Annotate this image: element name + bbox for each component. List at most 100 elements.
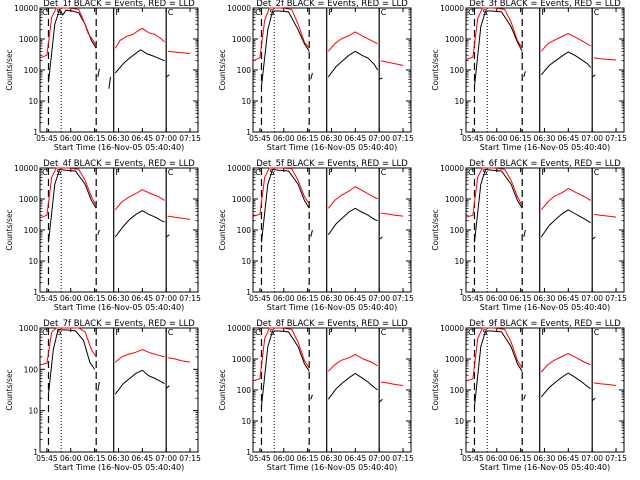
x-tick-label: 06:00 bbox=[60, 454, 82, 463]
y-tick-label: 1 bbox=[33, 288, 38, 297]
x-tick-label: 06:45 bbox=[558, 134, 580, 143]
series-lld-line bbox=[466, 327, 523, 382]
x-tick-label: 05:45 bbox=[462, 134, 484, 143]
plot-frame bbox=[39, 167, 199, 293]
x-tick-label: 07:00 bbox=[368, 134, 390, 143]
series-events-line bbox=[261, 330, 310, 407]
series-lld-line bbox=[593, 382, 617, 386]
chart-title: Det_4f BLACK = Events, RED = LLD bbox=[43, 159, 195, 169]
corner-mark: F bbox=[115, 328, 120, 337]
x-tick-label: 07:15 bbox=[605, 294, 627, 303]
y-axis-label: Counts/sec bbox=[5, 369, 14, 410]
x-tick-label: 07:15 bbox=[605, 454, 627, 463]
y-tick-label: 10000 bbox=[227, 324, 251, 333]
y-tick-label: 10 bbox=[454, 97, 464, 106]
corner-mark: C bbox=[255, 328, 261, 337]
series-events-line bbox=[114, 210, 165, 238]
x-tick-label: 06:00 bbox=[60, 294, 82, 303]
corner-mark: F bbox=[115, 168, 120, 177]
y-tick-label: 10000 bbox=[227, 4, 251, 13]
y-tick-label: 1000 bbox=[445, 35, 464, 44]
x-tick-label: 05:45 bbox=[462, 454, 484, 463]
y-axis-label: Counts/sec bbox=[431, 49, 440, 90]
corner-mark: F bbox=[541, 168, 546, 177]
x-tick-label: 06:45 bbox=[558, 454, 580, 463]
x-tick-label: 06:15 bbox=[510, 454, 532, 463]
x-tick-label: 07:00 bbox=[155, 294, 177, 303]
y-tick-label: 1000 bbox=[19, 324, 38, 333]
x-tick-label: 05:45 bbox=[36, 454, 58, 463]
x-tick-label: 05:45 bbox=[36, 134, 58, 143]
corner-mark: C bbox=[255, 8, 261, 17]
series-events-line bbox=[591, 397, 596, 402]
corner-mark: F bbox=[541, 328, 546, 337]
series-lld-line bbox=[114, 189, 165, 211]
x-tick-label: 06:00 bbox=[273, 294, 295, 303]
plot-frame bbox=[252, 7, 412, 133]
x-tick-label: 07:00 bbox=[155, 454, 177, 463]
corner-mark: F bbox=[541, 8, 546, 17]
series-lld-line bbox=[167, 50, 191, 54]
series-events-line bbox=[97, 68, 100, 77]
series-lld-line bbox=[327, 353, 378, 372]
x-tick-label: 07:15 bbox=[392, 294, 414, 303]
x-tick-label: 06:45 bbox=[345, 454, 367, 463]
series-events-line bbox=[523, 229, 526, 238]
x-axis-label: Start Time (16-Nov-05 05:40:40) bbox=[267, 463, 397, 472]
y-tick-label: 10 bbox=[28, 257, 38, 266]
corner-mark: C bbox=[468, 328, 474, 337]
y-tick-label: 1000 bbox=[445, 355, 464, 364]
series-lld-line bbox=[40, 327, 97, 366]
series-events-line bbox=[378, 236, 383, 240]
chart-title: Det_8f BLACK = Events, RED = LLD bbox=[256, 319, 408, 329]
y-tick-label: 100 bbox=[237, 66, 252, 75]
chart-panel-8: Det_8f BLACK = Events, RED = LLD 1 10 100 10… bbox=[218, 319, 414, 472]
x-tick-label: 05:45 bbox=[249, 134, 271, 143]
series-events-line bbox=[474, 168, 523, 243]
x-tick-label: 06:15 bbox=[510, 294, 532, 303]
series-events-line bbox=[261, 168, 310, 243]
series-events-line bbox=[97, 229, 100, 235]
x-tick-label: 06:30 bbox=[534, 134, 556, 143]
y-tick-label: 10 bbox=[241, 257, 251, 266]
y-tick-label: 10 bbox=[28, 407, 38, 416]
x-tick-label: 06:30 bbox=[321, 454, 343, 463]
corner-mark: F bbox=[328, 8, 333, 17]
x-tick-label: 07:00 bbox=[581, 294, 603, 303]
x-tick-label: 06:15 bbox=[297, 454, 319, 463]
series-events-line bbox=[523, 71, 526, 78]
x-tick-label: 06:15 bbox=[510, 134, 532, 143]
x-axis-label: Start Time (16-Nov-05 05:40:40) bbox=[54, 303, 184, 312]
x-tick-label: 06:00 bbox=[486, 454, 508, 463]
y-tick-label: 1000 bbox=[232, 355, 251, 364]
chart-panel-1: Det_1f BLACK = Events, RED = LLD 1 10 100 10… bbox=[5, 0, 201, 152]
series-events-line bbox=[114, 49, 165, 74]
x-tick-label: 06:45 bbox=[345, 134, 367, 143]
y-tick-label: 1 bbox=[33, 448, 38, 457]
y-tick-label: 10000 bbox=[440, 164, 464, 173]
x-tick-label: 07:00 bbox=[581, 454, 603, 463]
y-tick-label: 10 bbox=[454, 257, 464, 266]
x-tick-label: 06:15 bbox=[297, 134, 319, 143]
y-axis-label: Counts/sec bbox=[218, 209, 227, 250]
x-tick-label: 06:00 bbox=[486, 134, 508, 143]
y-tick-label: 1 bbox=[246, 128, 251, 137]
chart-panel-7: Det_7f BLACK = Events, RED = LLD 1 10 100 10… bbox=[5, 319, 201, 472]
series-lld-line bbox=[327, 186, 378, 209]
x-tick-label: 05:45 bbox=[249, 294, 271, 303]
series-lld-line bbox=[540, 187, 591, 211]
corner-mark: F bbox=[328, 328, 333, 337]
x-axis-label: Start Time (16-Nov-05 05:40:40) bbox=[267, 303, 397, 312]
series-events-line bbox=[378, 398, 383, 403]
y-tick-label: 100 bbox=[24, 226, 39, 235]
y-tick-label: 100 bbox=[450, 386, 465, 395]
series-events-line bbox=[474, 330, 523, 407]
x-axis-label: Start Time (16-Nov-05 05:40:40) bbox=[480, 143, 610, 152]
chart-panel-9: Det_9f BLACK = Events, RED = LLD 1 10 100 10… bbox=[431, 319, 627, 472]
y-tick-label: 1 bbox=[459, 128, 464, 137]
corner-mark: C bbox=[594, 168, 600, 177]
corner-mark: C bbox=[381, 328, 387, 337]
plot-frame bbox=[39, 327, 199, 453]
series-events-line bbox=[474, 10, 523, 87]
x-tick-label: 07:15 bbox=[179, 294, 201, 303]
